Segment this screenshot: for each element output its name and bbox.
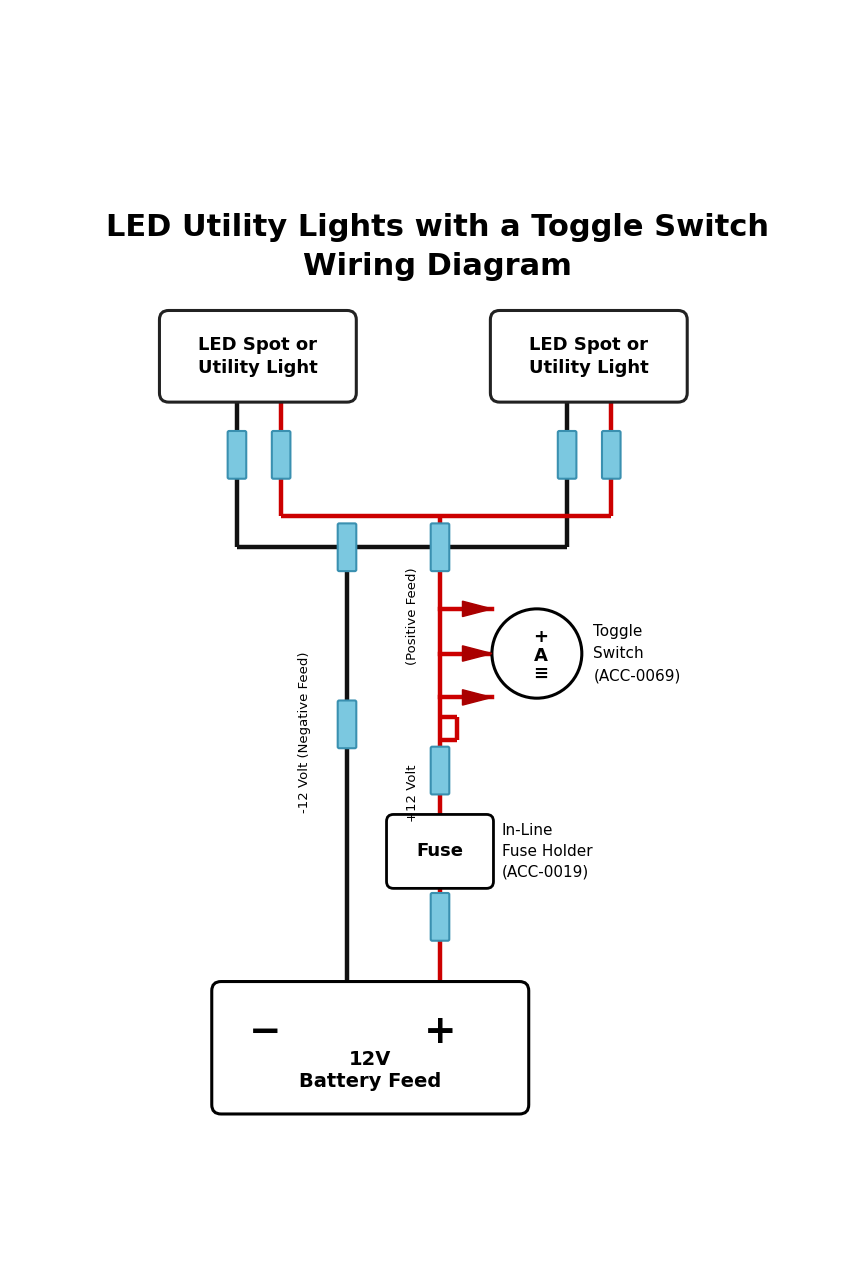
Text: LED Spot or
Utility Light: LED Spot or Utility Light xyxy=(528,335,648,377)
FancyBboxPatch shape xyxy=(228,431,246,479)
FancyBboxPatch shape xyxy=(271,431,290,479)
Polygon shape xyxy=(462,601,491,617)
FancyBboxPatch shape xyxy=(430,523,449,571)
FancyBboxPatch shape xyxy=(490,310,687,402)
Text: +: + xyxy=(423,1014,456,1051)
Text: 12V
Battery Feed: 12V Battery Feed xyxy=(299,1050,441,1091)
Circle shape xyxy=(491,609,581,698)
FancyBboxPatch shape xyxy=(557,431,576,479)
Polygon shape xyxy=(462,689,491,705)
FancyBboxPatch shape xyxy=(386,814,493,889)
FancyBboxPatch shape xyxy=(430,747,449,795)
Polygon shape xyxy=(462,645,491,661)
Text: Toggle
Switch
(ACC-0069): Toggle Switch (ACC-0069) xyxy=(593,623,680,683)
Text: (Positive Feed): (Positive Feed) xyxy=(406,568,419,666)
Text: LED Utility Lights with a Toggle Switch: LED Utility Lights with a Toggle Switch xyxy=(106,214,769,242)
Text: +: + xyxy=(532,627,548,645)
FancyBboxPatch shape xyxy=(212,981,528,1114)
FancyBboxPatch shape xyxy=(430,893,449,940)
Text: −: − xyxy=(249,1014,281,1051)
Text: In-Line
Fuse Holder
(ACC-0019): In-Line Fuse Holder (ACC-0019) xyxy=(502,823,592,880)
Text: +12 Volt: +12 Volt xyxy=(406,765,419,823)
Text: A: A xyxy=(533,647,547,665)
FancyBboxPatch shape xyxy=(337,701,356,748)
FancyBboxPatch shape xyxy=(160,310,356,402)
Text: Wiring Diagram: Wiring Diagram xyxy=(303,251,572,281)
Text: ≡: ≡ xyxy=(532,666,548,684)
FancyBboxPatch shape xyxy=(601,431,620,479)
Text: LED Spot or
Utility Light: LED Spot or Utility Light xyxy=(198,335,317,377)
FancyBboxPatch shape xyxy=(337,523,356,571)
Text: Fuse: Fuse xyxy=(416,842,463,860)
Text: -12 Volt (Negative Feed): -12 Volt (Negative Feed) xyxy=(298,652,310,813)
